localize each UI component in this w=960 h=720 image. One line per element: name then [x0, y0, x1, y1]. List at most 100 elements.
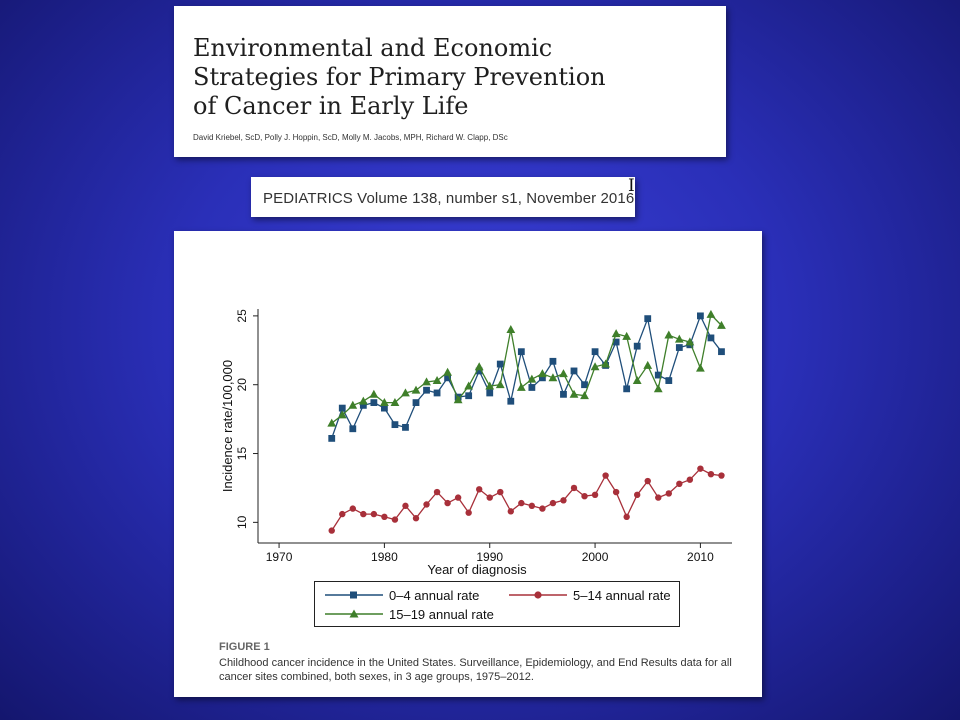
data-point-triangle: [390, 398, 400, 406]
x-tick-label: 1990: [476, 550, 503, 564]
data-point-circle: [634, 491, 641, 499]
chart-legend: 0–4 annual rate 5–14 annual rate 15–19 a…: [314, 581, 680, 627]
data-point-circle: [570, 484, 578, 492]
legend-label-5-14: 5–14 annual rate: [573, 588, 671, 603]
data-point-triangle: [643, 360, 653, 369]
data-point-square: [612, 338, 620, 346]
legend-swatch-square-icon: [325, 591, 383, 599]
data-point-triangle: [527, 374, 537, 383]
data-point-circle: [360, 510, 367, 518]
data-point-square: [644, 315, 652, 323]
data-point-triangle: [422, 377, 431, 386]
y-axis-label: Incidence rate/100,000: [220, 360, 235, 492]
data-point-circle: [707, 470, 715, 478]
data-point-square: [675, 344, 683, 351]
data-point-square: [549, 357, 557, 365]
data-point-triangle: [611, 329, 621, 338]
text-cursor-icon: I: [628, 176, 635, 196]
legend-item-0-4: 0–4 annual rate: [321, 586, 479, 604]
data-point-triangle: [601, 359, 610, 368]
data-point-square: [507, 397, 515, 405]
data-point-circle: [602, 472, 609, 479]
data-point-square: [444, 374, 451, 382]
data-point-triangle: [696, 363, 705, 372]
data-point-circle: [370, 510, 378, 518]
data-point-triangle: [327, 418, 337, 427]
data-point-triangle: [495, 380, 505, 389]
data-point-circle: [402, 502, 409, 510]
data-point-circle: [339, 510, 346, 518]
x-tick-label: 2000: [582, 550, 609, 564]
data-point-circle: [465, 509, 472, 516]
data-point-square: [433, 389, 441, 397]
data-point-square: [591, 348, 599, 356]
data-point-triangle: [590, 362, 600, 371]
journal-citation: PEDIATRICS Volume 138, number s1, Novemb…: [263, 190, 635, 207]
legend-label-0-4: 0–4 annual rate: [389, 588, 480, 603]
legend-item-5-14: 5–14 annual rate: [505, 586, 675, 604]
data-point-triangle: [653, 384, 663, 393]
journal-citation-card: PEDIATRICS Volume 138, number s1, Novemb…: [251, 177, 635, 217]
data-point-square: [539, 374, 546, 382]
legend-swatch-circle-icon: [509, 591, 567, 599]
data-point-square: [328, 434, 336, 442]
data-point-triangle: [516, 382, 526, 391]
data-point-circle: [423, 501, 430, 508]
data-point-triangle: [485, 381, 495, 390]
data-point-triangle: [506, 325, 516, 334]
data-point-triangle: [401, 388, 410, 397]
data-point-square: [381, 404, 388, 412]
series-line: [331, 313, 722, 424]
legend-item-15-19: 15–19 annual rate: [321, 605, 494, 623]
data-point-circle: [644, 477, 651, 485]
data-point-square: [349, 425, 357, 433]
data-point-triangle: [337, 410, 347, 419]
data-point-square: [697, 312, 704, 320]
data-point-circle: [454, 494, 462, 501]
data-point-square: [475, 367, 483, 375]
figure-caption: Childhood cancer incidence in the United…: [219, 657, 732, 683]
data-point-circle: [539, 505, 546, 512]
data-point-circle: [486, 494, 493, 501]
incidence-chart: 10 15 20 25 1970 1980 1990 2000 2010 Year of diag…: [220, 309, 732, 577]
data-point-triangle: [559, 369, 568, 378]
data-point-square: [718, 348, 725, 356]
data-point-triangle: [432, 375, 442, 384]
data-point-triangle: [580, 391, 589, 400]
data-point-square: [707, 334, 715, 342]
data-point-circle: [686, 476, 694, 483]
data-point-square: [496, 360, 504, 368]
data-point-triangle: [632, 375, 642, 384]
data-point-square: [654, 371, 662, 379]
data-point-circle: [444, 499, 451, 507]
data-point-circle: [549, 499, 557, 507]
data-point-square: [486, 389, 494, 397]
data-point-square: [633, 342, 641, 350]
data-point-circle: [497, 488, 504, 496]
data-point-square: [359, 401, 367, 409]
data-point-square: [338, 404, 346, 412]
data-point-circle: [381, 513, 388, 521]
data-point-circle: [655, 494, 662, 501]
article-title-card: Environmental and Economic Strategies fo…: [174, 6, 726, 157]
data-point-square: [665, 377, 673, 384]
x-axis-label: Year of diagnosis: [427, 562, 527, 577]
data-point-triangle: [717, 320, 726, 329]
data-point-circle: [528, 502, 536, 510]
data-point-circle: [612, 488, 620, 496]
article-title: Environmental and Economic Strategies fo…: [193, 34, 606, 120]
article-authors: David Kriebel, ScD, Polly J. Hoppin, ScD…: [193, 133, 508, 142]
legend-swatch-triangle-icon: [325, 609, 383, 618]
data-point-square: [560, 390, 567, 398]
data-point-triangle: [358, 396, 368, 405]
data-point-triangle: [674, 334, 684, 343]
data-point-triangle: [380, 398, 389, 406]
data-point-square: [517, 348, 525, 356]
data-point-triangle: [453, 395, 463, 404]
data-point-circle: [665, 490, 672, 497]
data-point-square: [370, 399, 378, 406]
data-point-circle: [676, 480, 683, 488]
data-point-triangle: [706, 309, 716, 318]
y-tick-label: 20: [235, 378, 249, 392]
x-tick-label: 1970: [266, 550, 293, 564]
